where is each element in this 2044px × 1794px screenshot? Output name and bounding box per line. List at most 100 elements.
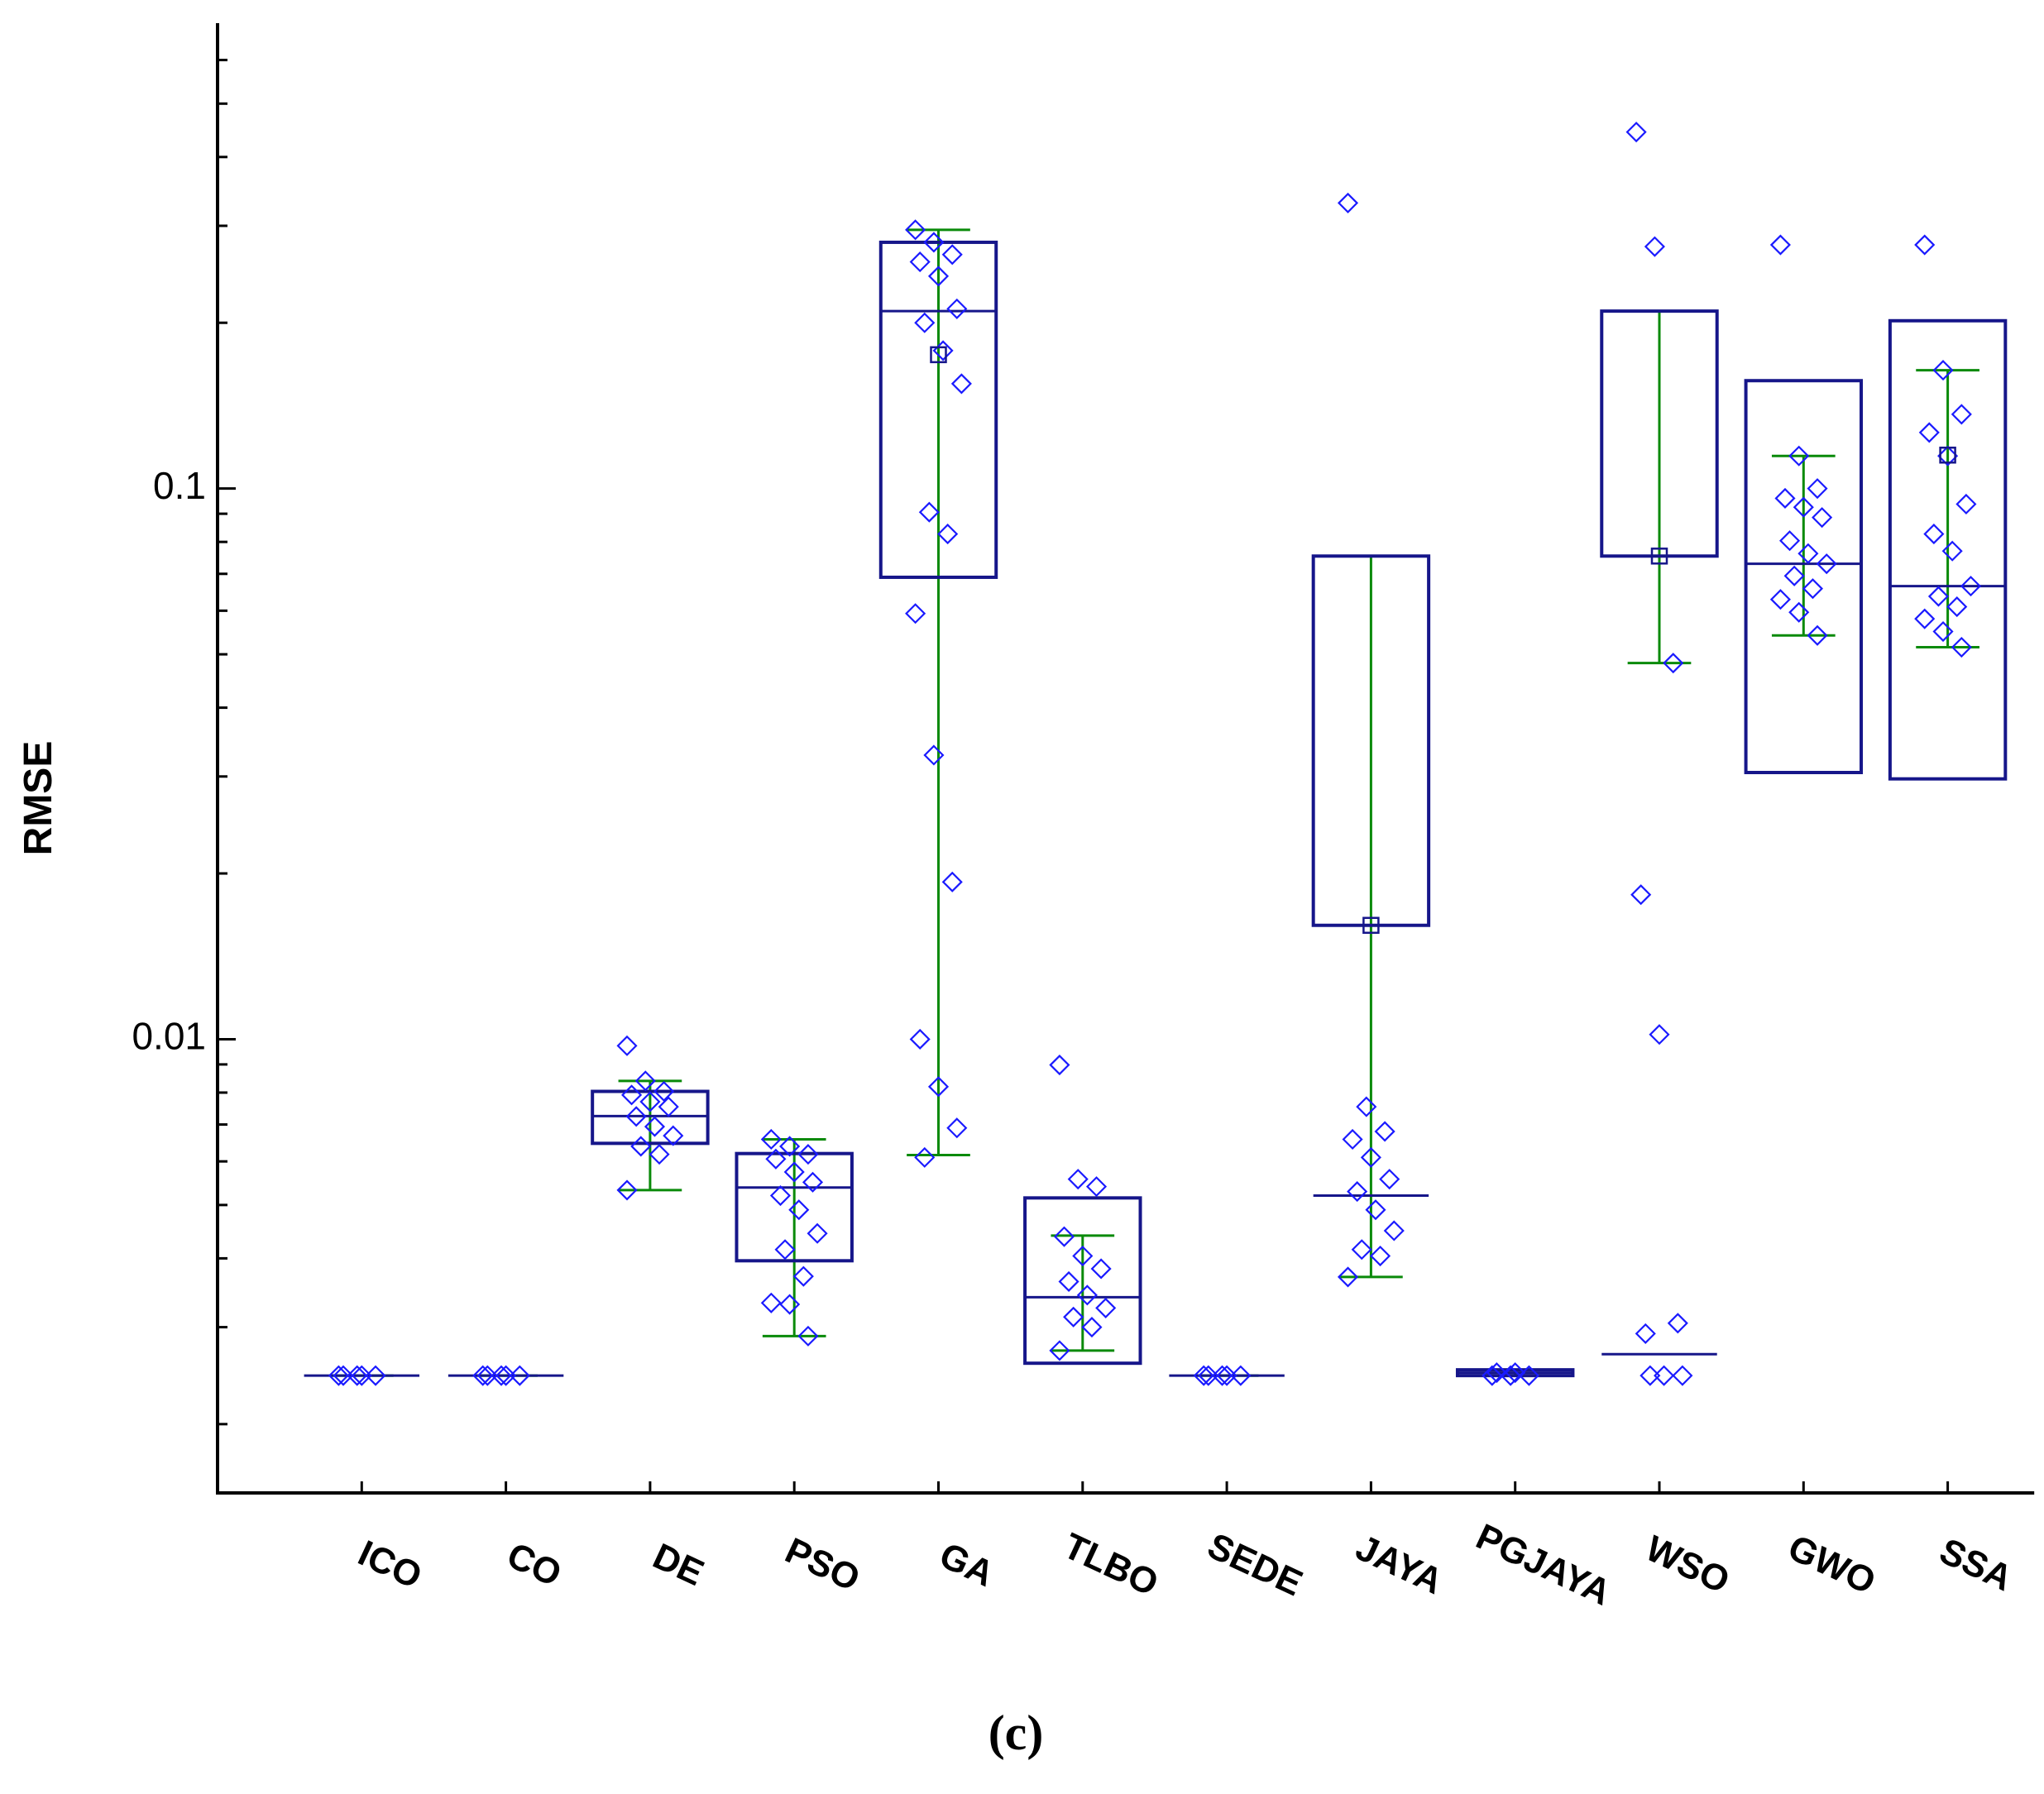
box — [1023, 1196, 1142, 1366]
data-point — [1342, 1128, 1363, 1151]
data-point — [472, 1365, 494, 1386]
data-point — [1807, 624, 1828, 646]
data-point — [509, 1365, 530, 1386]
data-point — [630, 1136, 652, 1157]
x-tick-label: WSO — [1640, 1528, 1735, 1601]
data-point — [1351, 1239, 1372, 1261]
data-point — [1788, 445, 1810, 466]
data-point — [1193, 1365, 1214, 1386]
data-point — [1230, 1365, 1252, 1386]
data-point — [1095, 1297, 1117, 1318]
data-point — [1774, 487, 1796, 509]
data-point — [1505, 1362, 1526, 1384]
data-point — [1072, 1245, 1094, 1267]
data-point — [1918, 422, 1940, 443]
data-point — [797, 1144, 819, 1165]
x-tick-label: SSA — [1933, 1531, 2018, 1600]
data-point — [1625, 122, 1647, 143]
mean-marker — [1939, 446, 1956, 464]
data-point — [328, 1365, 349, 1386]
data-point — [792, 1265, 814, 1287]
data-point — [1085, 1176, 1108, 1198]
data-point — [1049, 1340, 1070, 1361]
data-point — [783, 1161, 805, 1183]
x-tick-label: DE — [647, 1536, 710, 1594]
data-point — [634, 1070, 656, 1092]
data-point — [1216, 1365, 1237, 1386]
data-point — [909, 1028, 931, 1050]
data-point — [347, 1365, 368, 1386]
x-tick-label: GWO — [1782, 1527, 1881, 1602]
data-point — [1635, 1323, 1656, 1344]
data-point — [1630, 884, 1652, 906]
data-point — [946, 298, 968, 319]
data-point — [1081, 1317, 1103, 1338]
data-point — [788, 1199, 810, 1221]
data-point — [1932, 360, 1954, 381]
data-point — [351, 1365, 372, 1386]
box — [1888, 318, 2008, 781]
y-tick-label: 0.1 — [153, 464, 206, 507]
data-point — [807, 1222, 828, 1244]
data-point — [1812, 507, 1833, 529]
data-point — [914, 1146, 936, 1168]
data-point — [1802, 578, 1824, 600]
data-point — [1654, 1365, 1675, 1386]
data-point — [1951, 636, 1972, 658]
data-point — [1076, 1285, 1098, 1306]
data-point — [769, 1184, 792, 1207]
data-point — [760, 1128, 782, 1151]
data-point — [779, 1136, 801, 1157]
data-point — [1927, 586, 1949, 607]
y-axis-label: RMSE — [17, 741, 60, 856]
data-point — [1955, 493, 1977, 515]
data-point — [621, 1084, 643, 1106]
x-tick-label: CO — [500, 1535, 567, 1595]
mean-marker — [930, 346, 947, 364]
data-point — [1347, 1181, 1368, 1203]
data-point — [923, 744, 945, 766]
x-tick-label: TLBO — [1057, 1525, 1164, 1604]
data-point — [927, 1076, 950, 1098]
data-point — [797, 1325, 819, 1347]
box — [735, 1151, 854, 1263]
data-point — [1356, 1096, 1377, 1117]
data-point — [1337, 1266, 1359, 1288]
data-point — [1960, 576, 1982, 597]
data-point — [1779, 530, 1801, 552]
data-point — [950, 373, 972, 395]
data-point — [941, 244, 963, 266]
x-tick-label: SEDE — [1202, 1525, 1309, 1604]
data-point — [1482, 1365, 1503, 1386]
data-point — [649, 1144, 670, 1165]
data-point — [905, 219, 926, 241]
data-point — [644, 1116, 666, 1137]
data-point — [1667, 1313, 1688, 1334]
data-point — [491, 1365, 512, 1386]
data-point — [1053, 1226, 1075, 1247]
data-point — [774, 1239, 796, 1261]
data-point — [1211, 1365, 1233, 1386]
mean-marker — [1650, 548, 1668, 565]
x-tick-label: PGJAYA — [1470, 1516, 1616, 1613]
data-point — [1365, 1199, 1386, 1221]
data-point — [1769, 234, 1791, 256]
data-point — [495, 1365, 517, 1386]
data-point — [918, 501, 940, 523]
data-point — [1788, 601, 1810, 623]
data-point — [932, 340, 954, 361]
data-point — [1914, 608, 1936, 629]
data-point — [1337, 192, 1359, 213]
data-point — [365, 1365, 386, 1386]
y-tick-label: 0.01 — [132, 1015, 206, 1058]
data-point — [905, 603, 926, 624]
data-point — [1360, 1146, 1381, 1168]
data-point — [625, 1106, 647, 1127]
data-point — [1946, 596, 1968, 618]
data-point — [1049, 1055, 1070, 1076]
data-point — [616, 1035, 638, 1056]
box — [1311, 554, 1431, 927]
data-point — [1816, 553, 1837, 575]
data-point — [909, 251, 931, 273]
data-point — [923, 232, 945, 253]
